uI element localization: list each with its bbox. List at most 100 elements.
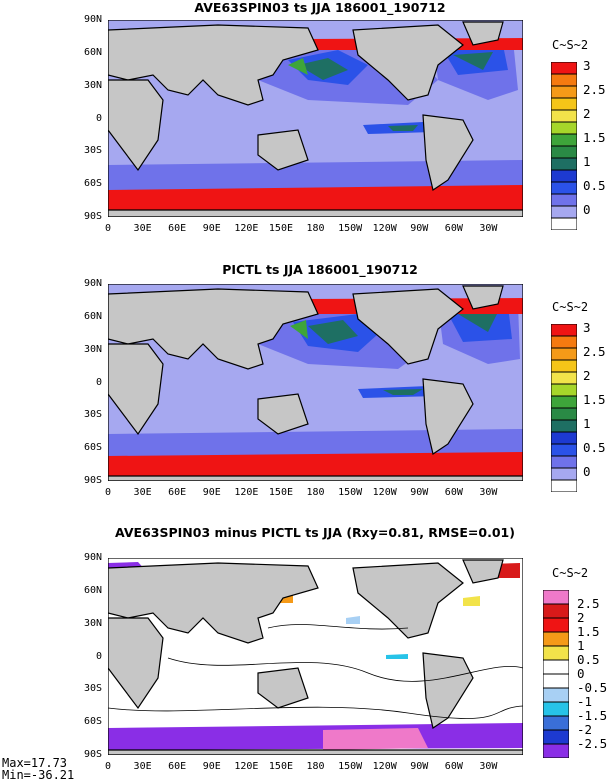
panel3-ylabel-60N: 60N [83,584,102,596]
panel3-colorbar-title: C~S~2 [552,566,589,580]
panel1-xlabel-180: 180 [306,223,325,234]
panel3-cb-label-2-5: 2.5 [577,596,600,611]
antarctica [108,209,523,217]
panel2-xlabel-120W: 120W [372,487,397,498]
panel2-xlabel-90W: 90W [410,487,429,498]
greenland [462,559,504,584]
panel1-xlabel-90E: 90E [202,223,221,234]
panel2-xlabel-60E: 60E [168,487,187,498]
panel1-colorbar [551,62,577,230]
australia [257,667,309,709]
panel2-xlabel-60W: 60W [444,487,463,498]
panel2-cb-label-2-5: 2.5 [583,344,606,359]
panel3-cb-label-2: 2 [577,610,585,625]
panel2-title: PICTL ts JJA 186001_190712 [222,262,418,277]
panel3-cb-label-1: 1 [577,638,585,653]
panel1-map [108,20,523,217]
panel1-cb-label-3: 3 [583,58,591,73]
panel1-cb-label-0-5: 0.5 [583,178,606,193]
panel3-xlabel-0: 0 [104,761,112,772]
panel3-cb-label-neg-0-5: -0.5 [577,680,608,695]
panel3-ylabel-30N: 30N [83,617,102,629]
panel3-xlabel-90W: 90W [410,761,429,772]
panel3-xlabel-120W: 120W [372,761,397,772]
panel3-ylabel-0: 0 [95,650,102,662]
south-america [422,378,474,455]
africa [108,79,164,172]
panel2-ylabel-90N: 90N [83,278,102,289]
panel3-ylabel-90N: 90N [83,552,102,563]
australia [257,393,309,435]
equatorial-core [383,389,423,395]
panel3-cb-label-0: 0 [577,666,585,681]
panel1-cb-label-1-5: 1.5 [583,130,606,145]
panel3-xlabel-60E: 60E [168,761,187,772]
greenland [462,285,504,310]
panel3-title: AVE63SPIN03 minus PICTL ts JJA (Rxy=0.81… [115,525,515,540]
panel2-xlabel-120E: 120E [234,487,259,498]
panel3-ylabel-90S: 90S [83,749,102,760]
panel2-xlabel-150W: 150W [338,487,363,498]
panel2-ylabel-30S: 30S [83,409,102,421]
north-america [352,562,464,639]
panel2-map [108,284,523,481]
panel3-cb-label-neg-1: -1 [577,694,593,709]
land [108,559,523,755]
panel3-xlabel-30E: 30E [133,761,152,772]
panel2-ylabel-90S: 90S [83,475,102,486]
panel1-title: AVE63SPIN03 ts JJA 186001_190712 [194,0,446,15]
panel1-ylabel-90S: 90S [83,211,102,222]
panel1-xlabel-90W: 90W [410,223,429,234]
panel1-cb-label-2: 2 [583,106,591,121]
panel2-colorbar-title: C~S~2 [552,300,589,314]
antarctica [108,749,523,755]
teal-patch-gulfstream [458,312,498,332]
panel2-cb-label-1-5: 1.5 [583,392,606,407]
max-label: Max=17.73 [2,756,68,770]
africa [108,343,164,436]
panel3-cb-label-1-5: 1.5 [577,624,600,639]
panel1-cb-label-0: 0 [583,202,591,217]
panel2-cb-label-3: 3 [583,320,591,335]
panel2-ylabel-60N: 60N [83,310,102,322]
north-america [352,24,464,101]
australia [257,129,309,171]
panel1-ylabel-0: 0 [95,112,102,124]
green-patch-kuroshio [290,320,308,339]
panel3-ylabel-30S: 30S [83,683,102,695]
panel3-cb-label-neg-2-5: -2.5 [577,736,608,751]
panel3-cb-label-0-5: 0.5 [577,652,600,667]
greenland [462,21,504,46]
zero-contours [108,624,523,719]
panel1-xlabel-120E: 120E [234,223,259,234]
panel2-ylabel-60S: 60S [83,442,102,454]
panel3-xlabel-90E: 90E [202,761,221,772]
panel1-cb-label-2-5: 2.5 [583,82,606,97]
teal-patch-kuroshio [308,320,358,344]
panel2-cb-label-2: 2 [583,368,591,383]
teal-patch-kuroshio [298,58,348,80]
panel2-ylabel-0: 0 [95,376,102,388]
diff-equatorial-cyan [386,654,408,659]
panel2-xlabel-0: 0 [104,487,112,498]
green-patch-kuroshio [288,58,308,75]
panel1-xlabel-30E: 30E [133,223,152,234]
panel2-xlabel-150E: 150E [268,487,293,498]
diff-southern-pink [323,728,428,750]
eurasia [108,562,319,644]
diff-gulfstream-yellow [463,596,480,606]
north-america [352,288,464,365]
panel3-xlabel-150W: 150W [338,761,363,772]
panel3-cb-label-neg-1-5: -1.5 [577,708,608,723]
panel3-ylabel-60S: 60S [83,716,102,728]
diff-pacific-lightblue [346,616,360,624]
panel2-ylabel-30N: 30N [83,343,102,355]
africa [108,617,164,710]
antarctica [108,475,523,481]
panel1-cb-label-1: 1 [583,154,591,169]
land [108,21,523,217]
panel3-xlabel-120E: 120E [234,761,259,772]
panel3-map [108,558,523,755]
panel1-xlabel-120W: 120W [372,223,397,234]
panel1-xlabel-0: 0 [104,223,112,234]
